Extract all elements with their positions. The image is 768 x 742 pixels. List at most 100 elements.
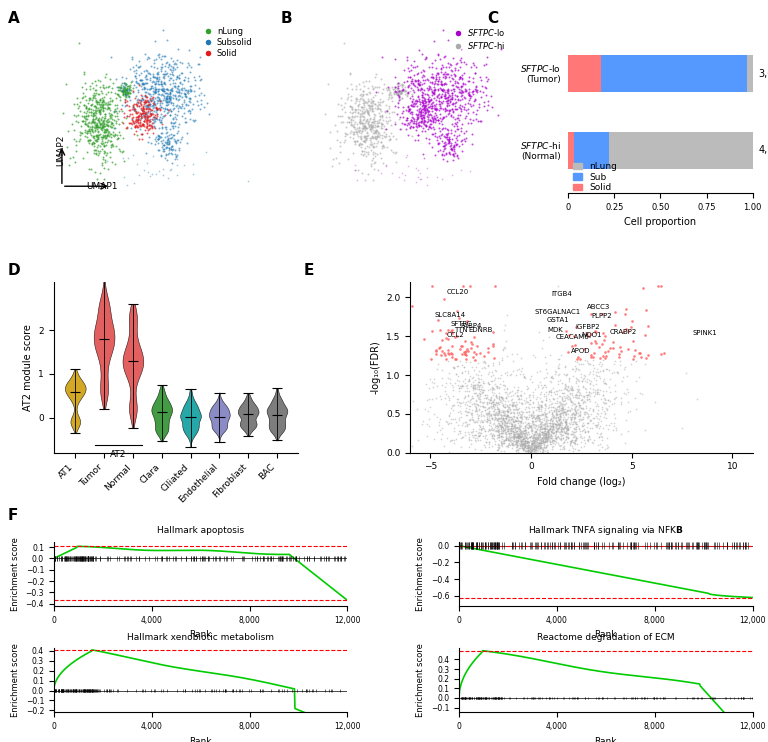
Point xyxy=(541,423,554,435)
Point xyxy=(504,433,516,444)
Point xyxy=(98,120,110,132)
Point xyxy=(529,435,541,447)
Point xyxy=(369,130,381,142)
Point xyxy=(120,85,132,97)
Point xyxy=(354,83,366,95)
Point xyxy=(528,445,541,457)
Point xyxy=(544,395,556,407)
Point xyxy=(510,424,522,436)
Point xyxy=(560,423,572,435)
Point xyxy=(356,145,368,157)
Bar xyxy=(568,131,574,169)
Point xyxy=(460,84,472,96)
Point xyxy=(365,96,377,108)
Point xyxy=(560,391,572,403)
Point xyxy=(592,366,604,378)
Point xyxy=(329,119,342,131)
Point xyxy=(356,123,369,135)
Point xyxy=(527,434,539,446)
Point xyxy=(412,91,425,102)
Point xyxy=(417,416,429,427)
Point xyxy=(417,104,429,116)
Point xyxy=(510,436,522,448)
Point xyxy=(415,112,427,124)
Point xyxy=(557,433,569,444)
Point xyxy=(519,439,531,450)
Point xyxy=(539,398,551,410)
Point xyxy=(413,78,425,90)
Point xyxy=(181,86,194,98)
Point xyxy=(140,110,152,122)
Point xyxy=(560,427,572,439)
Point xyxy=(422,123,434,135)
Point xyxy=(344,91,356,102)
Point xyxy=(87,92,99,104)
Point xyxy=(140,76,152,88)
Point xyxy=(102,163,114,175)
Point xyxy=(435,108,447,120)
Point xyxy=(502,415,515,427)
Point xyxy=(457,375,469,387)
Point xyxy=(104,128,116,140)
Point xyxy=(412,111,424,123)
Point xyxy=(484,383,496,395)
Point xyxy=(521,445,534,457)
Point xyxy=(530,416,542,427)
Point xyxy=(493,393,505,404)
Point xyxy=(535,399,547,411)
Point xyxy=(147,88,160,100)
Point xyxy=(375,73,387,85)
Point xyxy=(482,398,495,410)
Point xyxy=(526,424,538,436)
Point xyxy=(581,390,593,401)
Point xyxy=(531,442,544,454)
Point xyxy=(499,440,511,452)
Point xyxy=(572,403,584,415)
Point xyxy=(507,415,519,427)
Point xyxy=(80,82,92,94)
Point xyxy=(361,88,373,100)
Point xyxy=(133,78,145,90)
Point xyxy=(555,401,568,413)
Point xyxy=(547,440,559,452)
Point xyxy=(492,410,505,421)
Point xyxy=(169,134,181,146)
Point xyxy=(353,99,365,111)
Point xyxy=(594,407,607,419)
Point xyxy=(155,65,167,77)
Point xyxy=(153,114,165,125)
Point xyxy=(351,174,363,186)
Point xyxy=(365,122,377,134)
Point xyxy=(419,53,431,65)
Point xyxy=(436,173,449,185)
Point xyxy=(534,376,546,388)
Point xyxy=(151,71,164,83)
Point xyxy=(558,368,570,380)
Point xyxy=(173,144,185,156)
Point xyxy=(574,409,587,421)
Point xyxy=(163,138,175,150)
Point xyxy=(599,352,611,364)
Point xyxy=(125,76,137,88)
Point xyxy=(367,121,379,133)
Point xyxy=(117,85,129,96)
Point xyxy=(143,67,155,79)
Point xyxy=(365,100,377,112)
Point xyxy=(482,402,494,414)
Point xyxy=(392,77,404,89)
Point xyxy=(471,389,483,401)
Point xyxy=(441,133,453,145)
Point xyxy=(97,119,109,131)
Point xyxy=(140,95,152,107)
Point xyxy=(164,117,177,129)
Point xyxy=(515,397,528,409)
Point xyxy=(515,427,528,439)
Point xyxy=(526,425,538,437)
Point xyxy=(509,439,521,450)
Point xyxy=(573,364,585,376)
Point xyxy=(511,364,524,376)
Point xyxy=(419,115,432,127)
Point xyxy=(492,387,505,399)
Point xyxy=(87,82,99,94)
Point xyxy=(531,380,544,392)
